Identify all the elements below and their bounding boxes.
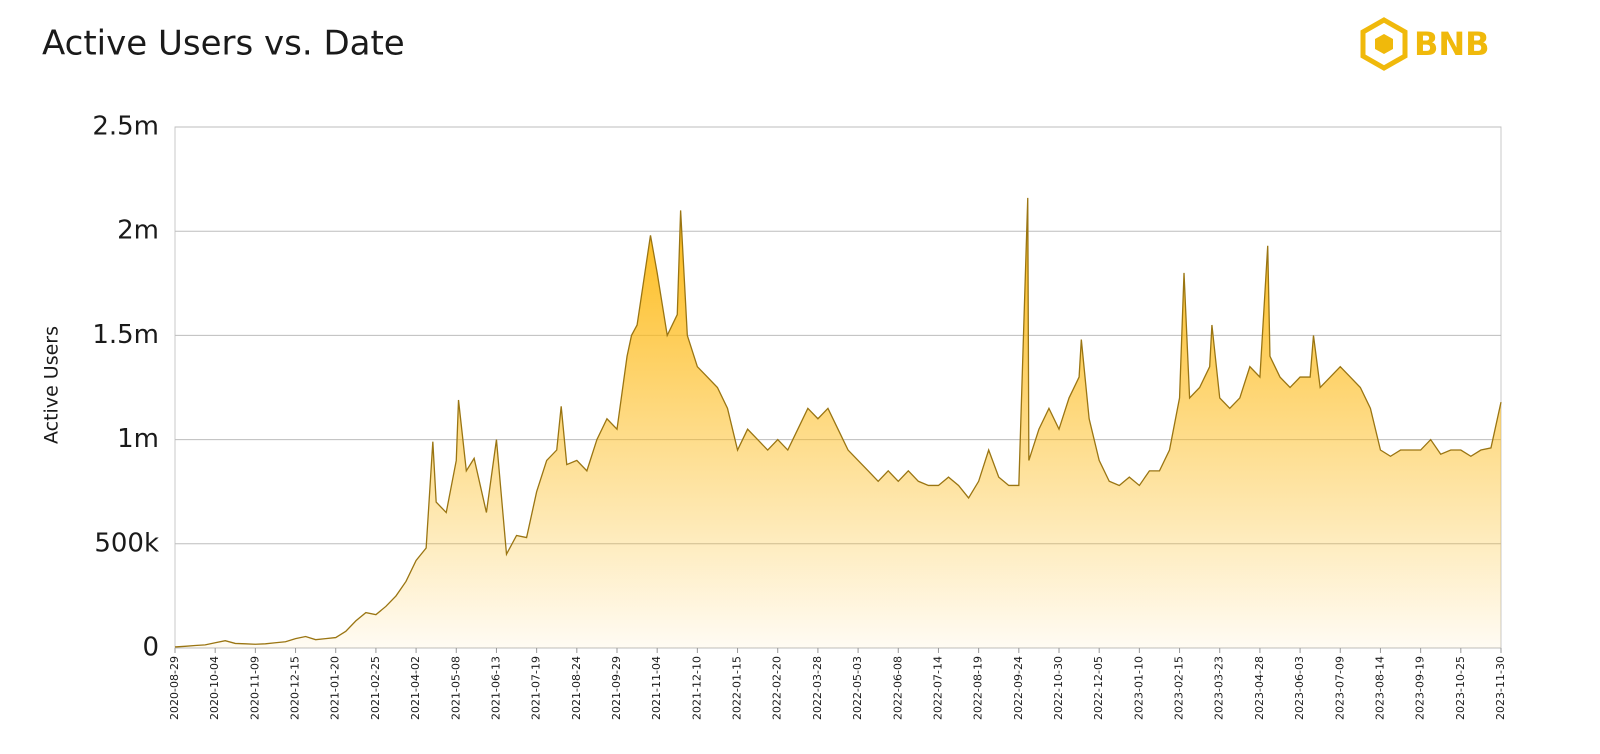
brand-name: BNB <box>1414 25 1490 63</box>
x-tick-label: 2020-12-15 <box>289 656 302 720</box>
x-tick-label: 2023-11-30 <box>1494 656 1507 720</box>
x-tick-label: 2023-08-14 <box>1373 656 1386 720</box>
y-tick-label: 0 <box>142 633 159 663</box>
x-tick-label: 2020-10-04 <box>208 656 221 720</box>
x-tick-label: 2022-08-19 <box>972 656 985 720</box>
x-tick-label: 2022-02-20 <box>771 656 784 720</box>
x-tick-label: 2021-04-02 <box>409 656 422 720</box>
x-tick-label: 2022-01-15 <box>731 656 744 720</box>
x-tick-label: 2021-05-08 <box>449 656 462 720</box>
x-tick-label: 2023-03-23 <box>1213 656 1226 720</box>
y-axis-label: Active Users <box>41 326 63 444</box>
brand-logo <box>1360 17 1408 71</box>
x-tick-label: 2023-10-25 <box>1454 656 1467 720</box>
x-tick-label: 2022-05-03 <box>851 656 864 720</box>
chart-title: Active Users vs. Date <box>42 24 405 64</box>
x-tick-label: 2021-07-19 <box>530 656 543 720</box>
y-tick-label: 2.5m <box>92 112 159 142</box>
x-tick-label: 2022-06-08 <box>891 656 904 720</box>
y-tick-label: 500k <box>94 528 159 558</box>
x-tick-label: 2023-04-28 <box>1253 656 1266 720</box>
x-tick-label: 2020-08-29 <box>168 656 181 720</box>
x-tick-label: 2021-11-04 <box>650 656 663 720</box>
x-tick-label: 2021-06-13 <box>489 656 502 720</box>
x-tick-label: 2022-10-30 <box>1052 656 1065 720</box>
x-tick-label: 2023-07-09 <box>1333 656 1346 720</box>
x-tick-label: 2021-02-25 <box>369 656 382 720</box>
x-tick-label: 2023-06-03 <box>1293 656 1306 720</box>
x-tick-label: 2022-09-24 <box>1012 656 1025 720</box>
x-tick-label: 2022-07-14 <box>931 656 944 720</box>
y-tick-label: 2m <box>117 216 159 246</box>
area <box>175 197 1501 649</box>
y-tick-label: 1m <box>117 424 159 454</box>
x-tick-label: 2021-12-10 <box>690 656 703 720</box>
x-tick-label: 2021-08-24 <box>570 656 583 720</box>
x-tick-label: 2021-01-20 <box>329 656 342 720</box>
x-tick-label: 2020-11-09 <box>248 656 261 720</box>
line <box>174 197 1502 648</box>
x-tick-label: 2023-01-10 <box>1132 656 1145 720</box>
x-tick-label: 2021-09-29 <box>610 656 623 720</box>
x-tick-label: 2022-03-28 <box>811 656 824 720</box>
x-tick-label: 2023-02-15 <box>1173 656 1186 720</box>
x-tick-label: 2022-12-05 <box>1092 656 1105 720</box>
x-tick-label: 2023-09-19 <box>1414 656 1427 720</box>
y-tick-label: 1.5m <box>92 320 159 350</box>
